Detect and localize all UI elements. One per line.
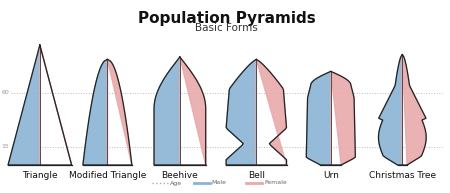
- Polygon shape: [331, 71, 356, 165]
- Text: Female: Female: [264, 180, 287, 185]
- Polygon shape: [108, 59, 132, 165]
- Polygon shape: [180, 57, 206, 165]
- Text: Age: Age: [170, 180, 182, 185]
- Polygon shape: [378, 55, 402, 165]
- Text: Bell: Bell: [248, 171, 265, 180]
- Text: Urn: Urn: [323, 171, 339, 180]
- Polygon shape: [226, 59, 256, 165]
- Polygon shape: [40, 45, 72, 165]
- Text: Basic Forms: Basic Forms: [195, 23, 258, 33]
- Text: Male: Male: [212, 180, 226, 185]
- Text: Population Pyramids: Population Pyramids: [138, 11, 315, 26]
- Polygon shape: [306, 71, 331, 165]
- Text: Triangle: Triangle: [22, 171, 58, 180]
- Text: 60: 60: [1, 91, 9, 96]
- Text: Modified Triangle: Modified Triangle: [69, 171, 146, 180]
- Text: Beehive: Beehive: [162, 171, 198, 180]
- Polygon shape: [402, 55, 426, 165]
- Polygon shape: [154, 57, 180, 165]
- Polygon shape: [8, 45, 40, 165]
- Text: Christmas Tree: Christmas Tree: [369, 171, 436, 180]
- Polygon shape: [83, 59, 108, 165]
- Polygon shape: [256, 59, 287, 165]
- Text: 15: 15: [1, 145, 9, 150]
